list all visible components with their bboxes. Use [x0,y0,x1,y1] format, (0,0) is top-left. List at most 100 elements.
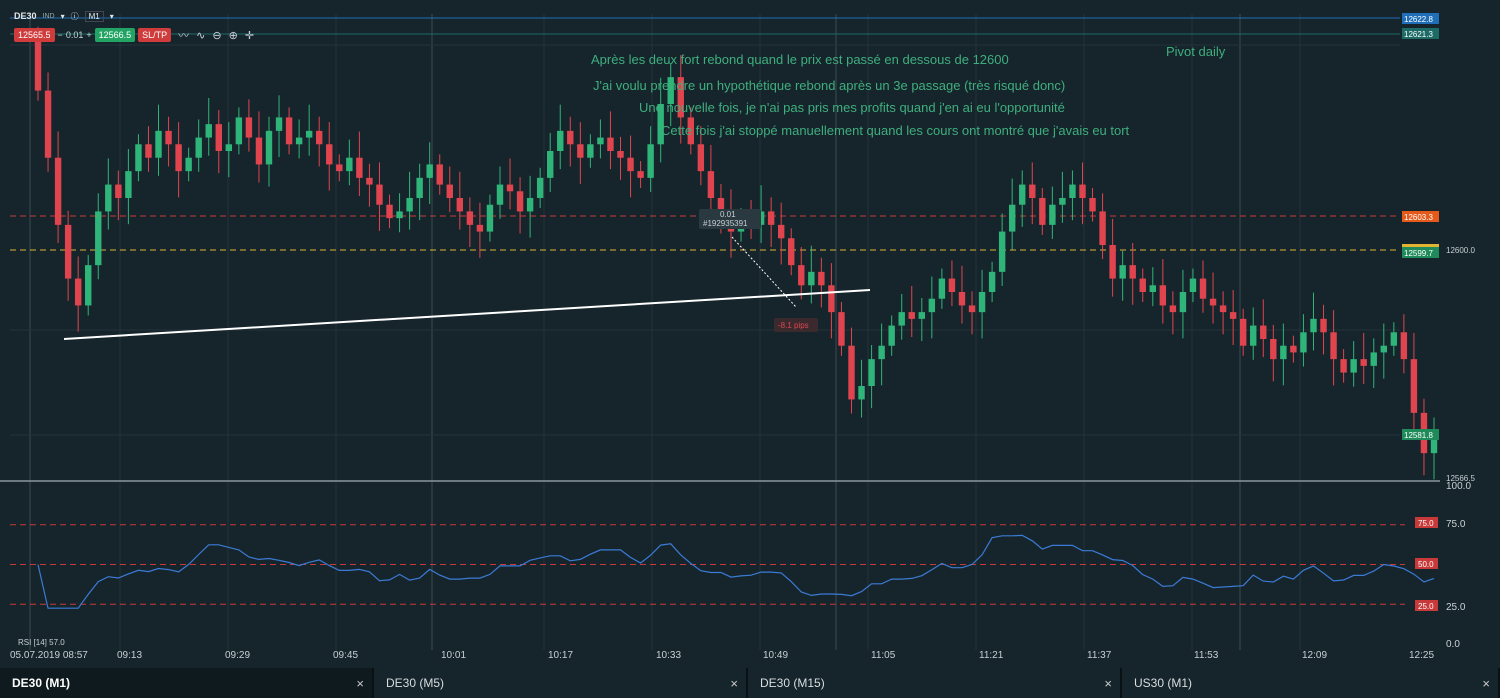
candle-body [1008,204,1016,232]
candle-body [235,117,243,145]
candle-body [697,144,705,172]
candle-body [948,278,956,292]
volume-increase-button[interactable]: + [86,30,92,40]
candle-body [898,312,905,326]
candle-body [175,144,182,172]
candle-body [436,164,443,185]
candle-body [265,130,273,165]
candle-body [557,130,564,151]
timeframe-select[interactable]: M1 [84,10,104,22]
candle-body [516,191,524,212]
time-tick-label: 09:13 [117,650,142,661]
time-tick-label: 11:37 [1087,650,1112,661]
info-icon[interactable]: ⓘ [70,11,79,21]
candle-body [777,224,785,239]
time-tick-label: 10:17 [548,650,573,661]
candle-body [466,211,474,225]
close-icon[interactable]: × [1482,675,1490,691]
time-tick-label: 11:05 [871,650,896,661]
tab-de30-m5[interactable]: DE30 (M5) × [374,668,748,698]
candle-body [928,298,936,313]
candle-body [34,36,42,91]
candle-body [1270,339,1277,360]
candle-body [577,144,584,158]
trade-marker[interactable]: 0.01 #192935391 -8.1 pips [699,209,818,332]
rsi-level-25: 25.0 [1418,602,1434,611]
candle-body [1029,184,1036,198]
candle-body [1069,184,1076,198]
tab-us30-m1[interactable]: US30 (M1) × [1122,668,1500,698]
candle-body [908,312,915,319]
tab-de30-m1[interactable]: DE30 (M1) × [0,668,374,698]
candle-body [1280,345,1287,360]
rsi-axis-0: 0.0 [1446,639,1460,650]
candle-body [657,104,664,145]
candle-body [1159,285,1167,306]
candle-body [426,164,433,178]
candle-body [788,238,795,266]
label-axis-12600: 12600.0 [1446,246,1475,255]
indicators-icon[interactable]: ∿ [196,29,206,42]
time-tick-label: 10:01 [441,650,466,661]
time-axis: 05.07.2019 08:57 09:13 09:29 09:45 10:01 10:1… [10,650,1434,661]
chart-canvas[interactable]: 0.01 #192935391 -8.1 pips Après les deux… [0,0,1500,668]
annotation-line-1: Après les deux fort rebond quand le prix… [591,52,1009,67]
candle-body [938,278,946,299]
rsi-axis-25: 25.0 [1446,602,1466,613]
candle-body [275,117,283,131]
timeframe-dropdown-icon[interactable]: ▾ [109,11,114,21]
candle-body [878,345,885,360]
zoom-out-icon[interactable]: ⊖ [212,29,222,42]
candle-body [808,271,815,286]
time-tick-label: 12:09 [1302,650,1327,661]
volume-value[interactable]: 0.01 [65,30,84,40]
candle-body [366,177,373,185]
candle-body [486,204,494,232]
zoom-in-icon[interactable]: ⊕ [228,29,238,42]
candle-body [1290,345,1297,353]
sltp-button[interactable]: SL/TP [138,28,172,42]
close-icon[interactable]: × [1104,675,1112,691]
close-icon[interactable]: × [730,675,738,691]
rsi-level-50: 50.0 [1418,560,1434,569]
candle-body [1049,204,1056,225]
volume-decrease-button[interactable]: − [57,30,63,40]
candle-body [1109,245,1116,279]
candle-body [155,130,162,158]
candle-body [627,157,634,172]
chart-grid [0,14,1440,650]
candle-body [476,224,484,232]
candle-body [968,305,976,313]
candle-body [1340,359,1347,373]
candle-body [1189,278,1197,292]
candle-body [1250,325,1257,346]
candle-body [567,130,574,145]
sell-button[interactable]: 12565.5 [14,28,55,42]
line-chart-icon[interactable]: 〰 [178,30,190,42]
annotation-line-4: Cette fois j'ai stoppé manuellement quan… [661,123,1130,138]
tab-label: US30 (M1) [1134,676,1193,690]
candle-body [1360,359,1367,366]
chart-tabs: DE30 (M1) × DE30 (M5) × DE30 (M15) × US3… [0,668,1500,698]
candle-body [1390,332,1398,346]
candle-body [496,184,504,205]
candle-body [757,211,765,225]
candle-body [818,271,825,286]
symbol-label[interactable]: DE30 [14,11,37,21]
tab-de30-m15[interactable]: DE30 (M15) × [748,668,1122,698]
close-icon[interactable]: × [356,675,364,691]
symbol-dropdown-icon[interactable]: ▾ [60,11,65,21]
tab-label: DE30 (M1) [12,676,71,690]
trendline[interactable] [63,289,871,340]
buy-button[interactable]: 12566.5 [94,28,136,42]
candle-body [1199,278,1207,299]
candle-body [1039,198,1046,225]
candle-body [376,184,383,205]
candle-body [617,151,624,158]
candle-body [255,137,263,165]
crosshair-icon[interactable]: ✛ [244,29,255,42]
candle-body [285,117,293,145]
candle-body [1089,198,1096,212]
candle-body [346,157,353,172]
candle-body [607,137,614,151]
